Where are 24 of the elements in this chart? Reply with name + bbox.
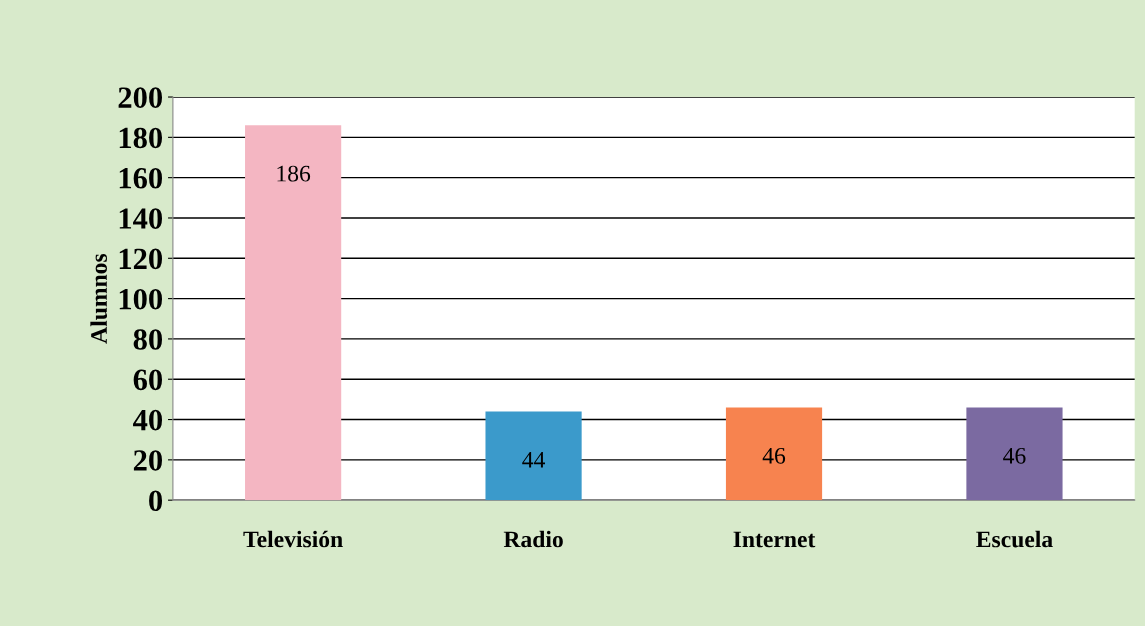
y-tick-label: 20 [133, 450, 163, 471]
x-tick-label: Escuela [976, 530, 1053, 548]
x-tick-label: Televisión [243, 530, 343, 548]
bar [725, 407, 823, 501]
y-tick-label: 60 [133, 369, 163, 391]
bar [485, 411, 582, 501]
y-tick-label: 140 [119, 208, 163, 229]
y-tick-label: 180 [119, 127, 163, 149]
data-label: 44 [522, 452, 546, 468]
y-tick-label: 200 [118, 87, 163, 108]
y-tick-label: 80 [133, 329, 163, 350]
data-label: 46 [762, 447, 786, 464]
data-label: 46 [1003, 447, 1026, 464]
y-axis-title: Alumnos [90, 253, 108, 344]
bar [966, 407, 1063, 501]
y-tick-label: 40 [133, 409, 163, 431]
y-tick-label: 120 [119, 248, 163, 270]
x-tick-label: Internet [733, 531, 816, 548]
y-tick-label: 160 [119, 167, 163, 189]
y-tick-label: 100 [119, 288, 163, 310]
data-label: 186 [277, 165, 311, 182]
y-tick-label: 0 [149, 490, 163, 512]
bar [245, 125, 342, 501]
x-tick-label: Radio [503, 530, 563, 548]
